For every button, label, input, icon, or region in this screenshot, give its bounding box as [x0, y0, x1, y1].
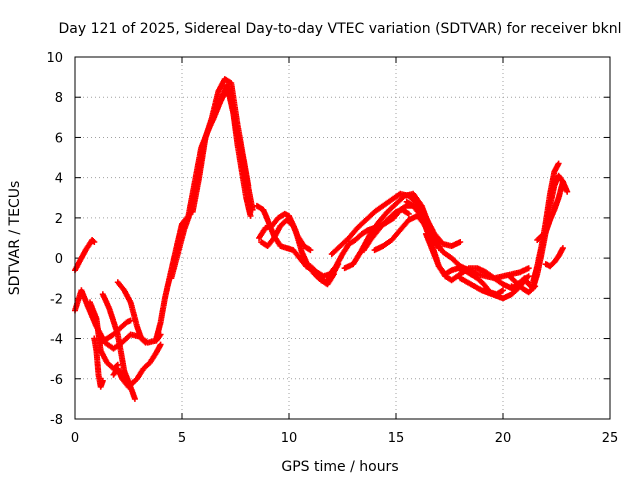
y-tick-label: 6 [55, 131, 63, 146]
data-point-markers [534, 178, 566, 244]
y-tick-label: -4 [50, 333, 63, 348]
data-point-markers [403, 198, 506, 298]
x-axis-label: GPS time / hours [281, 459, 398, 475]
data-series [72, 76, 571, 402]
series-s15 [258, 216, 314, 254]
data-point-markers [91, 335, 106, 390]
series-s27 [542, 245, 566, 270]
series-s28 [506, 273, 539, 296]
series-s19 [360, 206, 412, 254]
x-tick-label: 0 [71, 431, 79, 446]
series-s8 [127, 341, 164, 388]
y-tick-label: 0 [55, 252, 63, 267]
data-point-markers [542, 245, 566, 270]
series-s4 [99, 291, 138, 402]
y-tick-label: -6 [50, 373, 63, 388]
chart-title: Day 121 of 2025, Sidereal Day-to-day VTE… [59, 21, 622, 37]
series-s12 [189, 76, 252, 215]
x-tick-label: 20 [495, 431, 512, 446]
y-tick-label: -2 [50, 292, 63, 307]
data-point-markers [258, 216, 314, 254]
series-s6 [114, 279, 149, 346]
data-point-markers [99, 291, 138, 402]
y-tick-label: 8 [55, 91, 63, 106]
y-tick-label: 2 [55, 212, 63, 227]
data-point-markers [97, 317, 134, 346]
data-point-markers [72, 237, 98, 274]
series-s9 [91, 335, 106, 390]
data-point-markers [127, 341, 164, 388]
y-axis-label: SDTVAR / TECUs [7, 181, 23, 296]
x-tick-label: 10 [281, 431, 298, 446]
series-s7 [97, 317, 134, 346]
data-point-markers [114, 279, 149, 346]
grid [75, 57, 610, 419]
data-point-markers [506, 273, 539, 296]
y-tick-label: 10 [46, 51, 63, 66]
x-tick-label: 25 [602, 431, 619, 446]
plot-frame [74, 56, 611, 420]
data-point-markers [360, 206, 412, 254]
series-s1 [72, 237, 98, 274]
series-s21 [403, 198, 506, 298]
y-tick-label: 4 [55, 172, 63, 187]
x-tick-label: 15 [388, 431, 405, 446]
series-s26 [534, 178, 566, 244]
y-tick-label: -8 [50, 413, 63, 428]
data-point-markers [189, 76, 252, 215]
x-tick-label: 5 [178, 431, 186, 446]
